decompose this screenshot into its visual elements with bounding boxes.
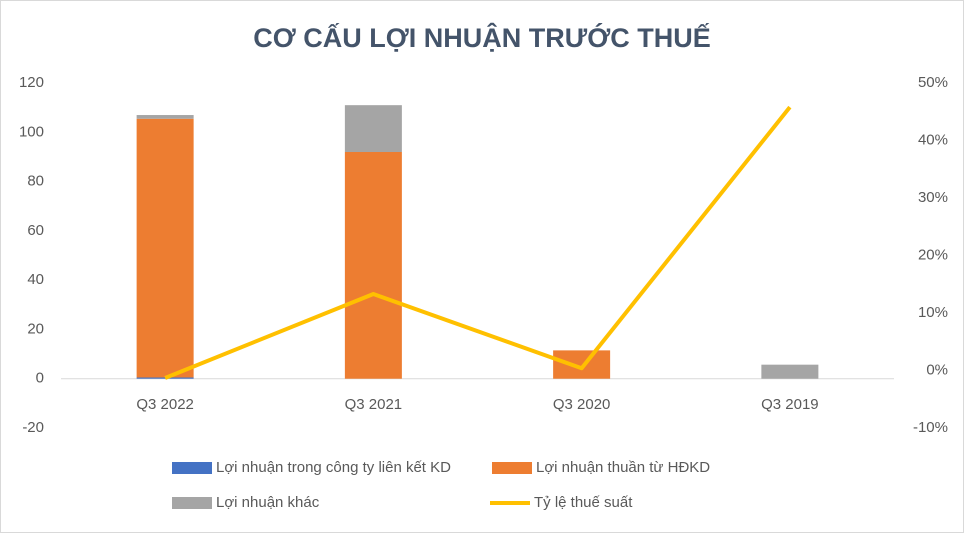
bar xyxy=(344,152,402,379)
chart-title: CƠ CẤU LỢI NHUẬN TRƯỚC THUẾ xyxy=(253,22,710,53)
y2-tick-label: 30% xyxy=(918,189,948,206)
legend-label: Lợi nhuận thuần từ HĐKD xyxy=(536,459,710,476)
line xyxy=(164,105,792,380)
y2-tick-label: 20% xyxy=(918,246,948,263)
legend-swatch xyxy=(492,462,532,474)
bar xyxy=(136,115,194,119)
y-tick-label: 100 xyxy=(19,123,44,140)
bar xyxy=(344,105,402,152)
x-tick-label: Q3 2021 xyxy=(345,396,403,413)
legend-swatch xyxy=(172,497,212,509)
y2-tick-label: -10% xyxy=(913,419,948,436)
bar xyxy=(136,377,194,379)
y2-tick-label: 10% xyxy=(918,304,948,321)
y-tick-label: 120 xyxy=(19,74,44,91)
y-tick-label: 80 xyxy=(27,173,44,190)
y2-tick-label: 40% xyxy=(918,131,948,148)
y-tick-label: 40 xyxy=(27,271,44,288)
legend-label: Lợi nhuận trong công ty liên kết KD xyxy=(216,459,451,476)
x-tick-label: Q3 2020 xyxy=(553,396,611,413)
bar xyxy=(761,364,819,379)
y2-tick-label: 0% xyxy=(926,361,948,378)
y-tick-label: 0 xyxy=(36,370,44,387)
bar xyxy=(553,350,611,379)
x-tick-label: Q3 2019 xyxy=(761,396,819,413)
y-tick-label: 20 xyxy=(27,320,44,337)
legend-label: Lợi nhuận khác xyxy=(216,494,320,511)
y-tick-label: -20 xyxy=(22,419,44,436)
legend-swatch xyxy=(172,462,212,474)
y-tick-label: 60 xyxy=(27,222,44,239)
bar xyxy=(136,118,194,378)
legend-label: Tỷ lệ thuế suất xyxy=(534,494,633,511)
y2-tick-label: 50% xyxy=(918,74,948,91)
x-tick-label: Q3 2022 xyxy=(136,396,194,413)
